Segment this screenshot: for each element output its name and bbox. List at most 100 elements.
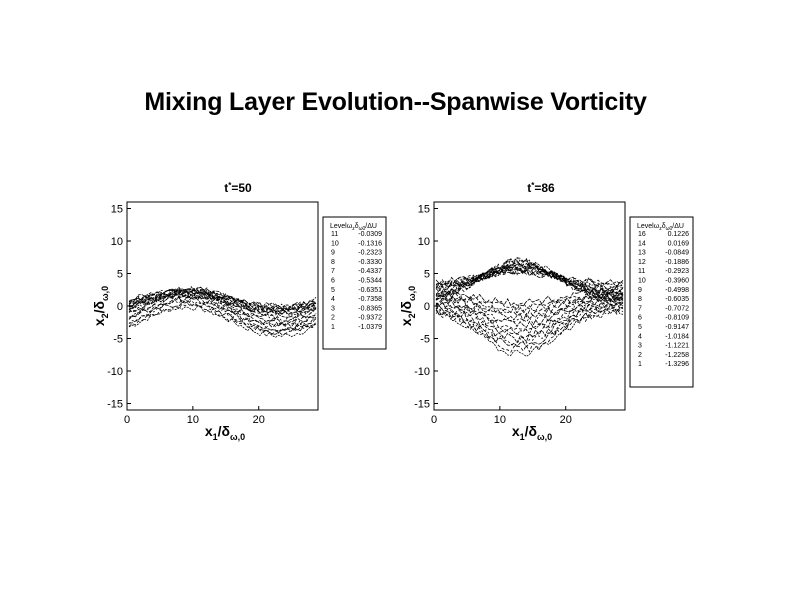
y-tick-label: 5 bbox=[117, 269, 123, 281]
panel-title-sup: * bbox=[531, 181, 535, 190]
contour-line bbox=[129, 300, 317, 335]
legend-value: -0.7358 bbox=[358, 296, 382, 303]
y-tick-label: -15 bbox=[107, 399, 123, 411]
y-tick-label: 15 bbox=[111, 204, 123, 216]
legend-level: 16 bbox=[638, 231, 646, 238]
legend-value: -0.1316 bbox=[358, 240, 382, 247]
legend-value: -0.1886 bbox=[665, 259, 689, 266]
x-tick-label: 20 bbox=[560, 414, 572, 426]
panel-title: t*=50 bbox=[224, 181, 252, 195]
legend-level: 13 bbox=[638, 250, 646, 257]
legend-header: Levelωzδω0/ΔU bbox=[330, 223, 377, 232]
contour-line bbox=[435, 266, 624, 291]
legend-value: -0.0849 bbox=[665, 250, 689, 257]
legend-value: -1.2258 bbox=[665, 352, 689, 359]
legend-value: -0.7072 bbox=[665, 305, 689, 312]
legend-value: -0.8365 bbox=[358, 305, 382, 312]
contour-line bbox=[128, 302, 317, 335]
contour-line bbox=[128, 290, 317, 315]
legend-value: -1.3296 bbox=[665, 361, 689, 368]
panel-title-main: t bbox=[224, 181, 228, 195]
contour-line bbox=[435, 303, 624, 344]
y-tick-label: -10 bbox=[107, 366, 123, 378]
legend-box: Levelωzδω0/ΔU 11 -0.0309 10 -0.1316 9 -0.2323… bbox=[322, 216, 387, 350]
legend-value: -0.6035 bbox=[665, 296, 689, 303]
contour-line bbox=[435, 256, 624, 306]
legend-value: -0.4998 bbox=[665, 287, 689, 294]
contour-line bbox=[435, 309, 624, 353]
panel-title-sup: * bbox=[228, 181, 232, 190]
legend-value: -0.9147 bbox=[665, 324, 689, 331]
y-tick-label: 10 bbox=[111, 236, 123, 248]
y-tick-label: 0 bbox=[424, 301, 430, 313]
contour-line bbox=[128, 299, 317, 334]
contour-lines bbox=[435, 256, 624, 357]
contour-line bbox=[435, 263, 624, 295]
contour-line bbox=[435, 259, 624, 302]
contour-line bbox=[128, 288, 317, 323]
panel-title: t*=86 bbox=[527, 181, 555, 195]
contour-line bbox=[128, 305, 317, 338]
contour-line bbox=[435, 308, 624, 357]
y-tick-label: -15 bbox=[414, 399, 430, 411]
legend-value: -0.5344 bbox=[358, 278, 382, 285]
axis-ticks: 0 10 20 15 10 5 0 -5 -10 -15 bbox=[107, 204, 265, 427]
legend-level: 5 bbox=[638, 324, 642, 331]
legend-value: -0.0309 bbox=[358, 231, 382, 238]
contour-line bbox=[435, 263, 624, 298]
legend-level: 11 bbox=[638, 268, 645, 275]
legend-level: 6 bbox=[331, 278, 335, 285]
contour-lines bbox=[128, 286, 317, 338]
panel-title-main: t bbox=[527, 181, 531, 195]
y-axis-label: x2/δω,0 bbox=[91, 286, 110, 326]
contour-line bbox=[435, 287, 624, 307]
axis-ticks: 0 10 20 15 10 5 0 -5 -10 -15 bbox=[414, 204, 572, 427]
x-tick-label: 10 bbox=[494, 414, 506, 426]
legend-level: 8 bbox=[638, 296, 642, 303]
x-axis-label: x1/δω,0 bbox=[512, 423, 552, 442]
legend-level: 10 bbox=[638, 278, 646, 285]
contour-line bbox=[435, 301, 624, 338]
legend-header: Levelωzδω0/ΔU bbox=[637, 223, 684, 232]
legend-level: 8 bbox=[331, 259, 335, 266]
y-tick-label: -5 bbox=[420, 334, 430, 346]
legend-level: 4 bbox=[331, 296, 335, 303]
legend-level: 2 bbox=[638, 352, 642, 359]
legend-value: -1.1221 bbox=[665, 343, 689, 350]
legend-value: -1.0379 bbox=[358, 324, 382, 331]
legend-level: 1 bbox=[638, 361, 642, 368]
legend-level: 12 bbox=[638, 259, 646, 266]
legend-value: -0.9372 bbox=[358, 315, 382, 322]
legend-level: 3 bbox=[331, 305, 335, 312]
contour-line bbox=[435, 301, 624, 335]
legend-level: 9 bbox=[638, 287, 642, 294]
panel-title-rest: =50 bbox=[231, 181, 252, 195]
contour-line bbox=[435, 267, 624, 289]
x-tick-label: 20 bbox=[253, 414, 265, 426]
contour-line bbox=[128, 286, 317, 310]
legend-value: -0.8109 bbox=[665, 315, 689, 322]
legend-level: 3 bbox=[638, 343, 642, 350]
legend-value: -1.0184 bbox=[665, 333, 689, 340]
legend-value: 0.1226 bbox=[668, 231, 690, 238]
y-axis-label: x2/δω,0 bbox=[398, 286, 417, 326]
legend-level: 7 bbox=[331, 268, 335, 275]
legend-value: -0.6351 bbox=[358, 287, 382, 294]
legend-level: 5 bbox=[331, 287, 335, 294]
legend-value: -0.3330 bbox=[358, 259, 382, 266]
contour-line bbox=[435, 291, 624, 318]
legend-level: 9 bbox=[331, 250, 335, 257]
figure-title: Mixing Layer Evolution--Spanwise Vortici… bbox=[144, 88, 647, 116]
y-tick-label: -10 bbox=[414, 366, 430, 378]
legend-level: 2 bbox=[331, 315, 335, 322]
contour-line bbox=[128, 286, 317, 320]
contour-line bbox=[435, 291, 624, 315]
contour-line bbox=[128, 293, 317, 328]
y-tick-label: 15 bbox=[418, 204, 430, 216]
y-tick-label: 5 bbox=[424, 269, 430, 281]
x-tick-label: 10 bbox=[187, 414, 199, 426]
